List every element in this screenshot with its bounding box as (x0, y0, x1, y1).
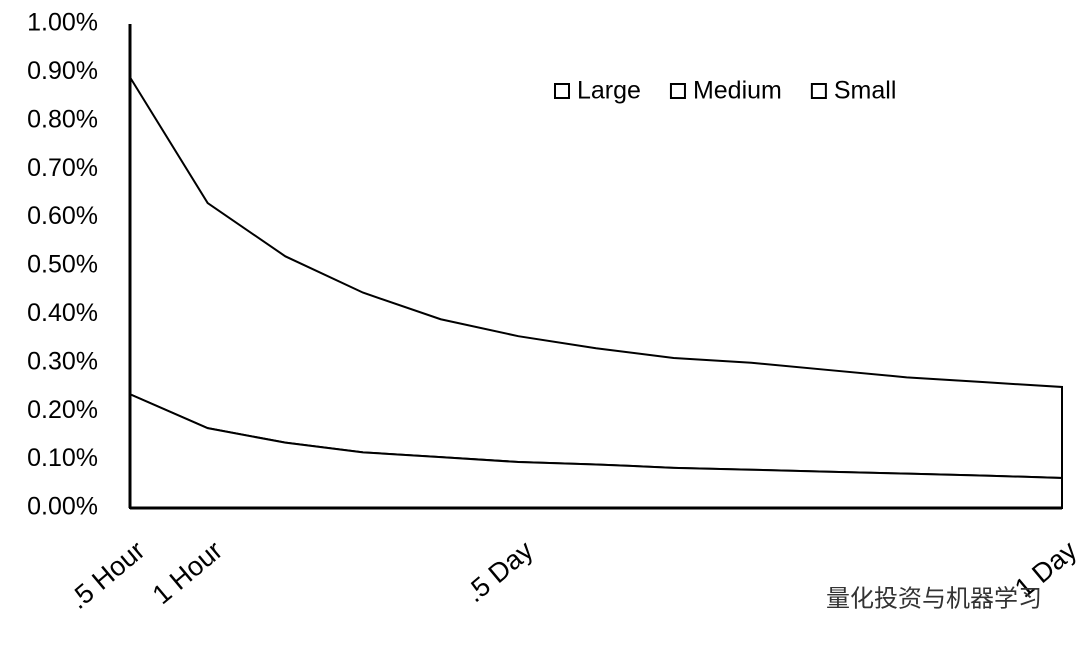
y-tick-label: 0.10% (27, 444, 98, 472)
y-tick-label: 0.20% (27, 396, 98, 424)
legend-swatch (554, 83, 570, 99)
y-tick-label: 0.30% (27, 347, 98, 375)
area (129, 73, 1063, 509)
legend-swatch (810, 83, 827, 99)
y-tick-label: 0.50% (27, 251, 98, 279)
y-tick-label: 0.40% (27, 299, 98, 327)
legend-swatch (669, 83, 686, 99)
y-tick-label: 0.70% (27, 154, 98, 182)
y-tick-label: 0.90% (27, 57, 98, 85)
y-tick-label: 0.00% (27, 493, 98, 521)
y-tick-label: 1.00% (27, 9, 98, 37)
x-tick-label: 1 Hour (147, 535, 228, 610)
y-tick-label: 0.80% (27, 105, 98, 133)
area (129, 392, 1063, 509)
x-tick-label: .5 Day (460, 535, 539, 608)
x-tick-label: .5 Hour (63, 535, 150, 615)
legend-label: Large (577, 77, 641, 105)
watermark: 量化投资与机器学习 (826, 585, 1042, 612)
legend-label: Small (834, 77, 897, 105)
legend-label: Medium (693, 77, 782, 105)
y-tick-label: 0.60% (27, 202, 98, 230)
